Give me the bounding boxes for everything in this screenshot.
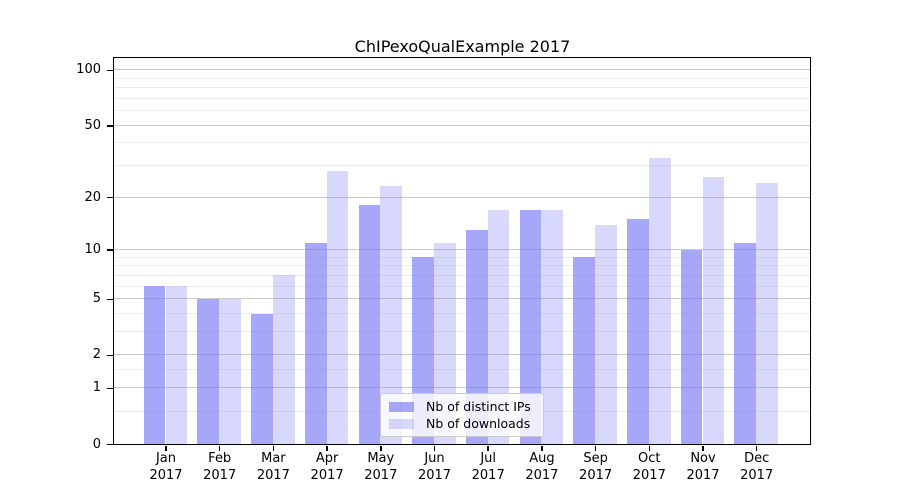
x-tick-label: Feb 2017 bbox=[203, 451, 237, 483]
minor-gridline bbox=[114, 97, 810, 99]
x-tick-label: Nov 2017 bbox=[686, 451, 720, 483]
x-axis-tick bbox=[218, 446, 221, 451]
x-tick-label: Aug 2017 bbox=[525, 451, 559, 483]
y-axis-tick bbox=[106, 69, 113, 72]
plot-canvas bbox=[114, 58, 810, 444]
y-tick-label: 2 bbox=[92, 347, 101, 363]
minor-gridline bbox=[114, 165, 810, 167]
legend-swatch-distinct-ips bbox=[389, 401, 414, 412]
x-tick-label: Sep 2017 bbox=[579, 451, 613, 483]
y-tick-label: 50 bbox=[84, 117, 101, 133]
y-axis-tick bbox=[106, 354, 113, 357]
bar-downloads bbox=[595, 224, 617, 444]
bar-downloads bbox=[702, 176, 725, 444]
plot-area bbox=[113, 57, 811, 445]
bar-downloads bbox=[380, 186, 403, 444]
minor-gridline bbox=[114, 313, 810, 315]
x-axis-tick bbox=[648, 446, 651, 451]
major-gridline bbox=[114, 354, 810, 356]
x-axis-tick bbox=[272, 446, 275, 451]
bar-distinct-ips bbox=[573, 257, 596, 444]
bar-downloads bbox=[648, 158, 671, 444]
x-axis-tick bbox=[541, 446, 543, 451]
bar-downloads bbox=[756, 183, 778, 444]
bar-distinct-ips bbox=[680, 249, 703, 444]
y-tick-label: 0 bbox=[92, 436, 101, 452]
minor-gridline bbox=[114, 265, 810, 267]
bar-downloads bbox=[272, 275, 295, 444]
legend: Nb of distinct IPs Nb of downloads bbox=[380, 393, 544, 437]
bar-downloads bbox=[541, 209, 564, 444]
major-gridline bbox=[114, 298, 810, 300]
minor-gridline bbox=[114, 142, 810, 144]
y-tick-label: 20 bbox=[84, 189, 101, 205]
minor-gridline bbox=[114, 256, 810, 258]
x-axis-tick bbox=[594, 446, 597, 451]
x-tick-label: Mar 2017 bbox=[256, 451, 290, 483]
x-axis-tick bbox=[755, 446, 758, 451]
bar-distinct-ips bbox=[251, 313, 273, 444]
bar-distinct-ips bbox=[197, 298, 220, 444]
bar-downloads bbox=[165, 286, 188, 444]
y-tick-label: 5 bbox=[92, 291, 101, 307]
legend-swatch-downloads bbox=[389, 418, 414, 429]
x-tick-label: Oct 2017 bbox=[632, 451, 666, 483]
x-axis-tick bbox=[702, 446, 704, 451]
minor-gridline bbox=[114, 274, 810, 276]
y-axis-tick bbox=[106, 443, 113, 446]
bar-distinct-ips bbox=[358, 205, 381, 444]
minor-gridline bbox=[114, 331, 810, 333]
major-gridline bbox=[114, 69, 810, 71]
x-axis-tick bbox=[380, 446, 382, 451]
minor-gridline bbox=[114, 87, 810, 89]
legend-label-downloads: Nb of downloads bbox=[426, 416, 531, 431]
x-axis-tick bbox=[433, 446, 436, 451]
bar-distinct-ips bbox=[627, 219, 649, 444]
y-axis-tick bbox=[106, 387, 113, 390]
major-gridline bbox=[114, 387, 810, 389]
minor-gridline bbox=[114, 369, 810, 371]
x-axis-tick bbox=[165, 446, 167, 451]
x-tick-label: May 2017 bbox=[364, 451, 398, 483]
y-tick-label: 10 bbox=[84, 242, 101, 258]
bar-downloads bbox=[219, 298, 241, 444]
x-tick-label: Jul 2017 bbox=[471, 451, 505, 483]
major-gridline bbox=[114, 249, 810, 251]
x-tick-label: Jan 2017 bbox=[149, 451, 183, 483]
bar-distinct-ips bbox=[304, 242, 327, 444]
legend-label-distinct-ips: Nb of distinct IPs bbox=[426, 399, 531, 414]
minor-gridline bbox=[114, 77, 810, 79]
y-tick-label: 100 bbox=[76, 62, 101, 78]
chart-title: ChIPexoQualExample 2017 bbox=[354, 37, 571, 56]
bar-distinct-ips bbox=[143, 286, 166, 444]
y-axis-tick bbox=[106, 249, 113, 251]
bar-distinct-ips bbox=[734, 242, 757, 444]
bar-downloads bbox=[326, 171, 349, 444]
minor-gridline bbox=[114, 285, 810, 287]
major-gridline bbox=[114, 196, 810, 198]
major-gridline bbox=[114, 124, 810, 126]
bar-distinct-ips bbox=[519, 209, 542, 444]
legend-item-distinct-ips: Nb of distinct IPs bbox=[389, 398, 535, 415]
x-axis-tick bbox=[326, 446, 328, 451]
x-tick-label: Apr 2017 bbox=[310, 451, 344, 483]
y-axis-tick bbox=[106, 125, 113, 127]
legend-item-downloads: Nb of downloads bbox=[389, 415, 535, 432]
x-tick-label: Jun 2017 bbox=[417, 451, 452, 483]
y-tick-label: 1 bbox=[92, 380, 101, 396]
bar-downloads bbox=[487, 209, 510, 444]
x-axis-tick bbox=[487, 446, 489, 451]
y-axis-tick bbox=[106, 196, 113, 199]
bar-distinct-ips bbox=[465, 230, 488, 444]
y-axis-tick bbox=[106, 298, 113, 301]
minor-gridline bbox=[114, 110, 810, 112]
x-tick-label: Dec 2017 bbox=[740, 451, 774, 483]
